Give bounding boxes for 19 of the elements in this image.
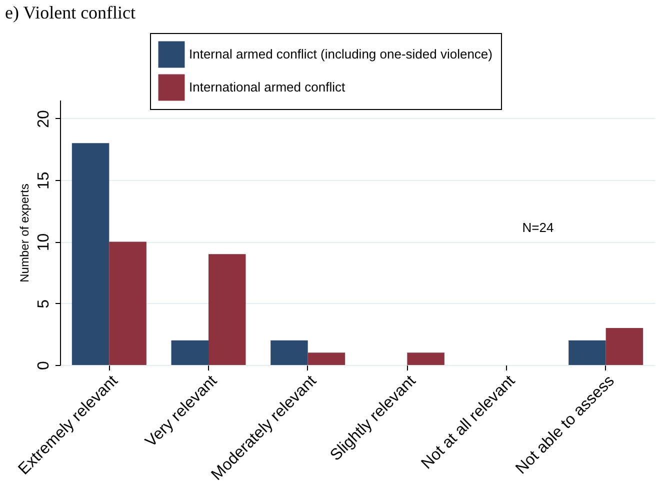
bar (72, 143, 110, 365)
bar (568, 340, 606, 365)
bar (270, 340, 308, 365)
bar (171, 340, 208, 365)
bar (407, 352, 444, 365)
y-tick-label: 20 (36, 110, 52, 128)
annotation: N=24 (522, 220, 554, 235)
legend-label: Internal armed conflict (including one-sided violence) (189, 46, 492, 62)
legend-label: International armed conflict (189, 80, 346, 94)
y-axis-title: Number of experts (18, 184, 32, 282)
y-tick-label: 15 (36, 172, 52, 190)
bar (308, 352, 346, 365)
y-tick-label: 10 (36, 233, 52, 252)
chart-title: e) Violent conflict (5, 2, 136, 22)
y-tick-label: 5 (36, 299, 52, 308)
y-tick-label: 0 (36, 360, 52, 370)
bar (606, 328, 644, 365)
bar (109, 242, 146, 365)
bar (208, 254, 246, 365)
